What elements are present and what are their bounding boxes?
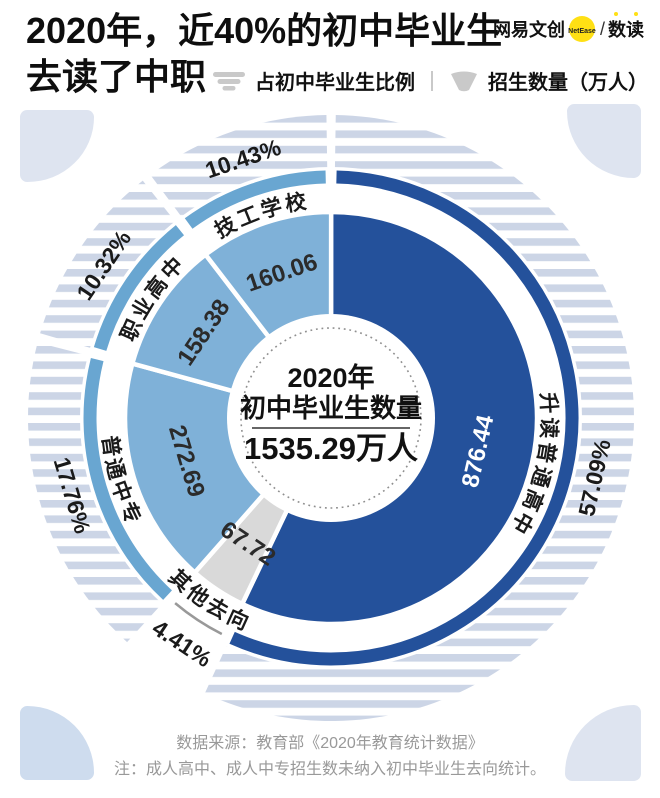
count-legend-label: 招生数量（万人）	[488, 72, 648, 94]
statistics-note: 注：成人高中、成人中专招生数未纳入初中毕业生去向统计。	[113, 761, 546, 778]
yellow-dot-icon	[634, 12, 638, 16]
legend-divider	[431, 70, 433, 91]
segment-arc-dark	[229, 170, 579, 666]
netease-badge-icon: NetEase	[568, 16, 596, 42]
center-title-label: 初中毕业生数量	[240, 393, 422, 423]
yellow-dot-icon	[614, 12, 618, 16]
netease-logo: 网易文创 NetEase / 数读	[492, 12, 644, 42]
segment-arc-light	[83, 357, 172, 600]
chart-footer: 数据来源：教育部《2020年教育统计数据》 注：成人高中、成人中专招生数未纳入初…	[0, 731, 660, 783]
center-dashed-ring	[240, 327, 422, 509]
data-source-note: 数据来源：教育部《2020年教育统计数据》	[176, 735, 484, 752]
logo-brand-text: 网易文创	[492, 20, 565, 40]
logo-slash: /	[599, 18, 605, 39]
chart-legend: 占初中毕业生比例 招生数量（万人）	[212, 66, 648, 95]
center-year-label: 2020年	[287, 362, 374, 393]
center-disc	[227, 314, 435, 522]
segment-arc-gray	[174, 602, 223, 636]
center-total-label: 1535.29万人	[244, 431, 418, 466]
ratio-legend-label: 占初中毕业生比例	[255, 72, 415, 94]
ratio-legend-swatch-icon	[212, 70, 246, 92]
page-title: 2020年，近40%的初中毕业生 去读了中职	[26, 8, 502, 100]
segment-arc-light	[184, 170, 326, 229]
title-line-2: 去读了中职	[26, 56, 207, 97]
logo-sub-brand: 数读	[608, 12, 644, 42]
count-legend-swatch-icon	[449, 70, 479, 92]
title-line-1: 2020年，近40%的初中毕业生	[26, 10, 503, 51]
segment-arc-light	[93, 225, 185, 351]
